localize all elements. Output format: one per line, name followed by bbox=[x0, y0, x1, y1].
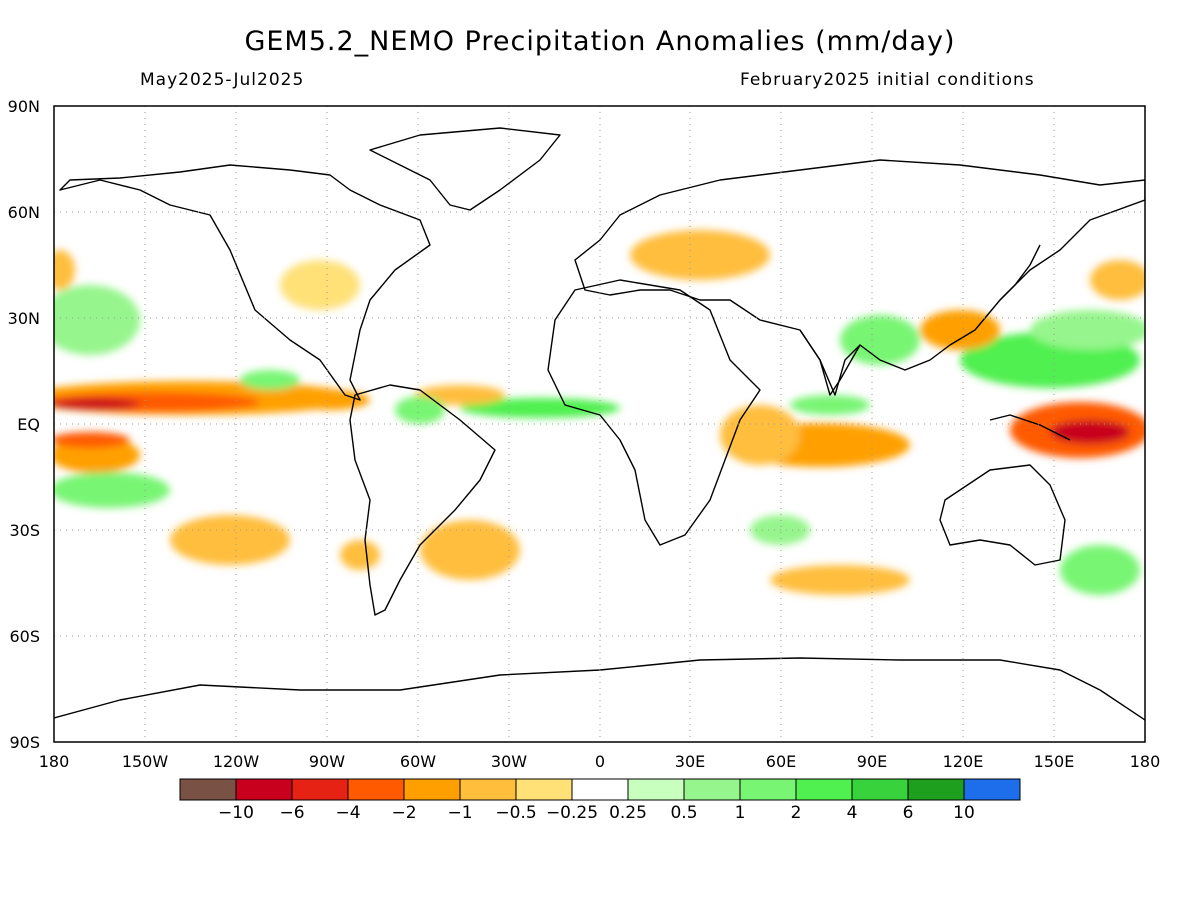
colorbar-swatch bbox=[795, 778, 853, 801]
colorbar-label: −10 bbox=[218, 803, 254, 823]
lat-label: 90S bbox=[9, 733, 40, 752]
colorbar-label: −2 bbox=[391, 803, 416, 823]
lat-label: 60N bbox=[8, 203, 40, 222]
colorbar-swatch bbox=[907, 778, 965, 801]
colorbar-label: −0.5 bbox=[495, 803, 536, 823]
lon-label: 90E bbox=[857, 752, 887, 771]
lon-label: 30E bbox=[675, 752, 705, 771]
colorbar-swatch bbox=[515, 778, 573, 801]
colorbar-swatch bbox=[963, 778, 1021, 801]
lon-label: 30W bbox=[491, 752, 527, 771]
lon-label: 60W bbox=[400, 752, 436, 771]
colorbar-label: 4 bbox=[847, 803, 858, 823]
colorbar-swatch bbox=[403, 778, 461, 801]
anomaly-field bbox=[54, 230, 1145, 595]
lon-label: 60E bbox=[766, 752, 796, 771]
lon-label: 120E bbox=[943, 752, 984, 771]
colorbar-swatch bbox=[683, 778, 741, 801]
colorbar-label: 2 bbox=[791, 803, 802, 823]
lon-label: 0 bbox=[595, 752, 605, 771]
lon-label: 90W bbox=[309, 752, 345, 771]
forecast-period: May2025-Jul2025 bbox=[140, 70, 305, 90]
lon-label: 150W bbox=[122, 752, 169, 771]
colorbar-swatch bbox=[179, 778, 237, 801]
colorbar-swatch bbox=[235, 778, 293, 801]
lat-label: EQ bbox=[17, 415, 40, 434]
colorbar: −10 −6 −4 −2 −1 −0.5 −0.25 0.25 0.5 1 2 4 6 10 bbox=[179, 778, 1021, 823]
lon-label: 150E bbox=[1034, 752, 1075, 771]
colorbar-label: 0.25 bbox=[609, 803, 647, 823]
colorbar-label: 0.5 bbox=[670, 803, 697, 823]
colorbar-label: 1 bbox=[735, 803, 746, 823]
map-frame bbox=[53, 105, 1146, 743]
colorbar-label: −0.25 bbox=[546, 803, 598, 823]
lat-label: 60S bbox=[9, 627, 40, 646]
lon-label: 120W bbox=[213, 752, 260, 771]
lat-label: 30N bbox=[8, 309, 40, 328]
coastlines bbox=[54, 127, 1145, 721]
map-title: GEM5.2_NEMO Precipitation Anomalies (mm/… bbox=[244, 26, 956, 57]
colorbar-label: 6 bbox=[903, 803, 914, 823]
colorbar-swatch bbox=[627, 778, 685, 801]
colorbar-swatch bbox=[347, 778, 405, 801]
colorbar-swatch bbox=[571, 778, 629, 801]
lon-label: 180 bbox=[1130, 752, 1161, 771]
colorbar-swatch bbox=[291, 778, 349, 801]
graticule bbox=[54, 106, 1145, 742]
colorbar-swatch bbox=[459, 778, 517, 801]
colorbar-swatch bbox=[851, 778, 909, 801]
colorbar-label: 10 bbox=[953, 803, 975, 823]
longitude-labels: 180 150W 120W 90W 60W 30W 0 30E 60E 90E … bbox=[39, 752, 1161, 771]
lat-label: 90N bbox=[8, 97, 40, 116]
initial-conditions: February2025 initial conditions bbox=[740, 70, 1035, 90]
colorbar-label: −1 bbox=[447, 803, 472, 823]
colorbar-swatch bbox=[739, 778, 797, 801]
lat-label: 30S bbox=[9, 521, 40, 540]
colorbar-label: −4 bbox=[335, 803, 360, 823]
lon-label: 180 bbox=[39, 752, 70, 771]
latitude-labels: 90N 60N 30N EQ 30S 60S 90S bbox=[8, 97, 40, 752]
colorbar-label: −6 bbox=[279, 803, 304, 823]
